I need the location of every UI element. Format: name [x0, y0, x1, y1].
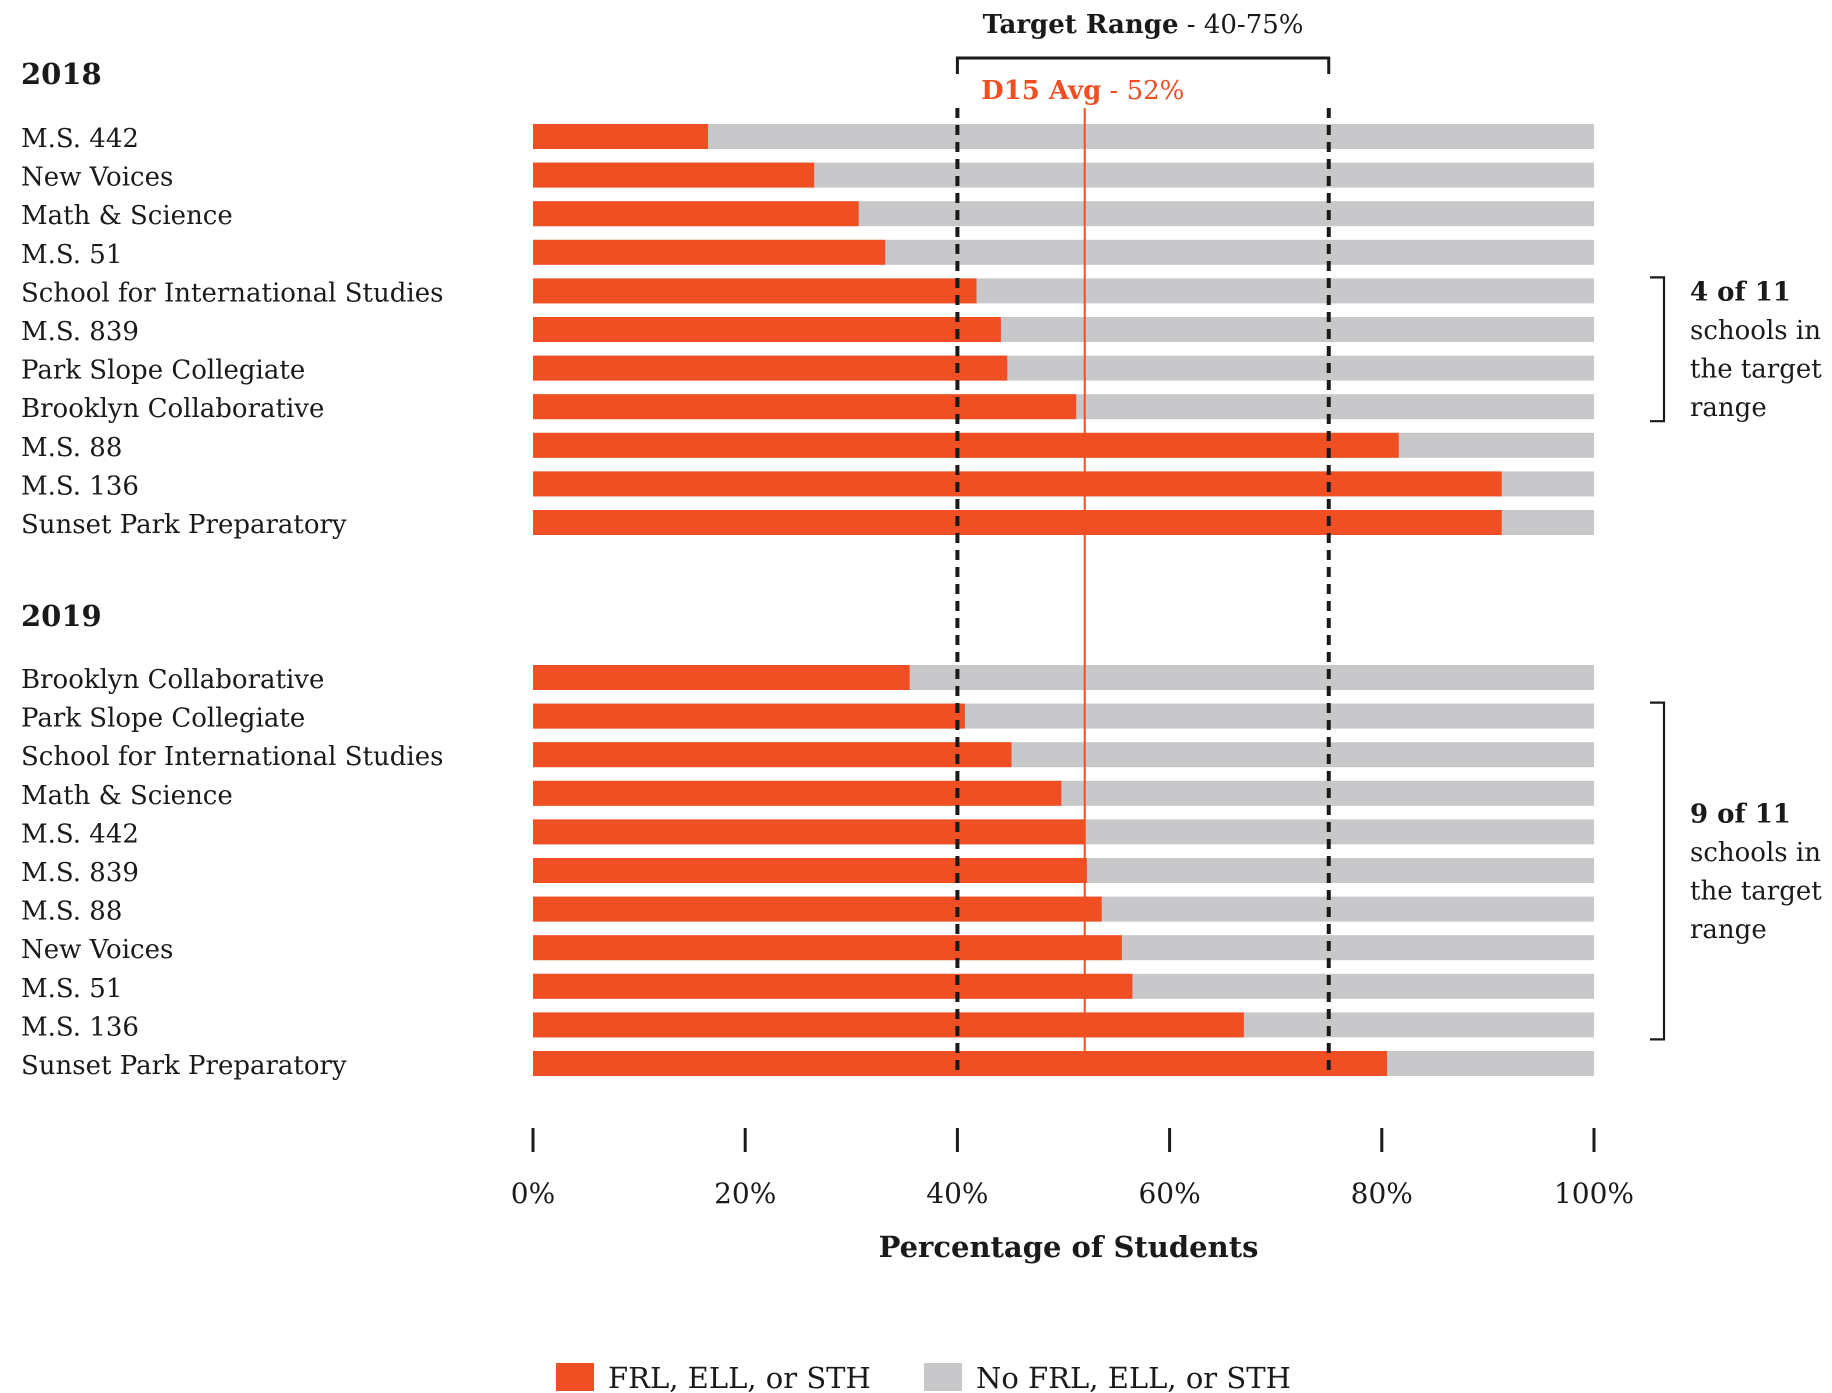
target-range-bracket: [955, 56, 1331, 74]
category-label: Math & Science: [21, 201, 233, 231]
bar-frl: [533, 665, 910, 690]
bar-frl: [533, 432, 1399, 458]
x-tick-label: 100%: [1554, 1177, 1634, 1210]
x-tick-label: 40%: [926, 1177, 988, 1210]
bar-frl: [533, 239, 886, 265]
category-label: M.S. 136: [21, 471, 139, 501]
category-label: M.S. 442: [21, 819, 139, 849]
category-label: Park Slope Collegiate: [21, 704, 305, 734]
category-label: M.S. 839: [21, 317, 139, 347]
category-label: M.S. 839: [21, 858, 139, 888]
bar-frl: [533, 355, 1008, 381]
bar-frl: [533, 471, 1502, 497]
brackets: 4 of 11 schools in the target range 9 of 11 s…: [1650, 276, 1822, 1041]
bar-frl: [533, 703, 965, 729]
bar-frl: [533, 742, 1012, 768]
x-tick-label: 0%: [511, 1177, 555, 1210]
legend-swatch: [924, 1363, 962, 1391]
category-label: M.S. 442: [21, 124, 139, 154]
x-axis: 0% 20% 40% 60% 80% 100% Percentage of Students: [511, 1128, 1634, 1264]
average-label: D15 Avg - 52%: [981, 76, 1184, 106]
bar-frl: [533, 394, 1077, 420]
bracket-text: the target: [1690, 355, 1822, 385]
bar-frl: [533, 819, 1085, 845]
bar-frl: [533, 896, 1102, 922]
category-label: New Voices: [21, 163, 173, 193]
category-label: Park Slope Collegiate: [21, 356, 305, 386]
category-label: Brooklyn Collaborative: [21, 394, 324, 424]
group-title-2019: 2019: [21, 599, 102, 633]
legend-label: FRL, ELL, or STH: [608, 1361, 871, 1393]
target-range-label: Target Range - 40-75%: [983, 10, 1304, 40]
x-tick-label: 60%: [1138, 1177, 1200, 1210]
bar-frl: [533, 935, 1122, 961]
bar-frl: [533, 780, 1062, 806]
category-label: M.S. 88: [21, 433, 122, 463]
category-label: M.S. 136: [21, 1012, 139, 1042]
x-tick-label: 20%: [714, 1177, 776, 1210]
bracket-text: schools in: [1690, 838, 1821, 868]
category-label: Brooklyn Collaborative: [21, 665, 324, 695]
category-label: New Voices: [21, 935, 173, 965]
legend-label: No FRL, ELL, or STH: [976, 1361, 1291, 1393]
category-label: Sunset Park Preparatory: [21, 1051, 347, 1081]
bar-frl: [533, 973, 1133, 999]
bracket-text: range: [1690, 915, 1767, 945]
bar-frl: [533, 162, 815, 188]
bar-frl: [533, 858, 1087, 883]
bar-frl: [533, 1051, 1388, 1076]
bar-frl: [533, 278, 977, 304]
category-labels: 2018 M.S. 442 New Voices Math & Science M.S.…: [21, 57, 443, 1081]
bar-frl: [533, 201, 859, 227]
bracket: [1650, 701, 1666, 1041]
category-label: Math & Science: [21, 781, 233, 811]
category-label: Sunset Park Preparatory: [21, 510, 347, 540]
category-label: M.S. 88: [21, 897, 122, 927]
bar-frl: [533, 124, 709, 149]
legend: FRL, ELL, or STH No FRL, ELL, or STH: [556, 1361, 1291, 1393]
x-axis-title: Percentage of Students: [879, 1230, 1259, 1264]
bracket-text: range: [1690, 393, 1767, 423]
category-label: M.S. 51: [21, 974, 122, 1004]
category-label: School for International Studies: [21, 278, 443, 308]
bar-frl: [533, 510, 1502, 535]
x-tick-label: 80%: [1351, 1177, 1413, 1210]
legend-swatch: [556, 1363, 594, 1391]
bar-frl: [533, 1012, 1244, 1038]
bar-frl: [533, 317, 1001, 342]
bracket-text: schools in: [1690, 316, 1821, 346]
bracket-count: 9 of 11: [1690, 799, 1791, 829]
bar-remainder: [533, 124, 1594, 149]
group-title-2018: 2018: [21, 57, 102, 91]
category-label: M.S. 51: [21, 240, 122, 270]
category-label: School for International Studies: [21, 742, 443, 772]
bracket-text: the target: [1690, 876, 1822, 906]
reference-lines: Target Range - 40-75% D15 Avg - 52%: [955, 10, 1331, 1076]
bars-layer: [533, 124, 1594, 1076]
bracket-count: 4 of 11: [1690, 278, 1791, 308]
bracket: [1650, 276, 1666, 423]
